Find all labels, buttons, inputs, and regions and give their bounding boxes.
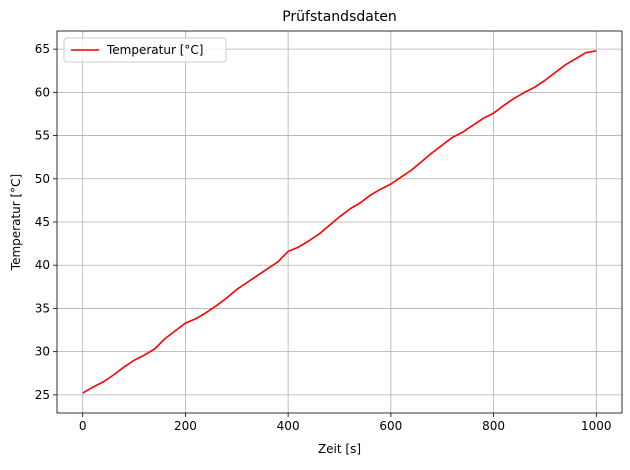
x-tick-label: 400 (277, 419, 300, 433)
x-tick-label: 0 (79, 419, 87, 433)
y-tick-label: 50 (35, 172, 50, 186)
y-axis-label: Temperatur [°C] (9, 174, 23, 271)
y-tick-label: 40 (35, 258, 50, 272)
legend: Temperatur [°C] (63, 37, 227, 63)
y-tick-label: 55 (35, 129, 50, 143)
chart-title: Prüfstandsdaten (282, 9, 397, 25)
y-tick-label: 45 (35, 215, 50, 229)
x-tick-label: 600 (379, 419, 402, 433)
y-axis-ticks: 25 30 35 40 45 50 55 60 65 (35, 42, 57, 402)
y-tick-label: 65 (35, 42, 50, 56)
x-tick-label: 800 (482, 419, 505, 433)
x-axis-label: Zeit [s] (318, 442, 361, 456)
x-tick-label: 1000 (581, 419, 612, 433)
legend-box (63, 37, 227, 63)
x-axis-ticks: 0 200 400 600 800 1000 (79, 413, 612, 433)
y-tick-label: 25 (35, 388, 50, 402)
series-layer (82, 50, 597, 394)
y-tick-label: 30 (35, 345, 50, 359)
y-tick-label: 60 (35, 85, 50, 99)
grid-lines (57, 31, 622, 413)
x-tick-label: 200 (174, 419, 197, 433)
y-tick-label: 35 (35, 301, 50, 315)
legend-label: Temperatur [°C] (106, 43, 203, 57)
series-line-0 (82, 50, 597, 394)
